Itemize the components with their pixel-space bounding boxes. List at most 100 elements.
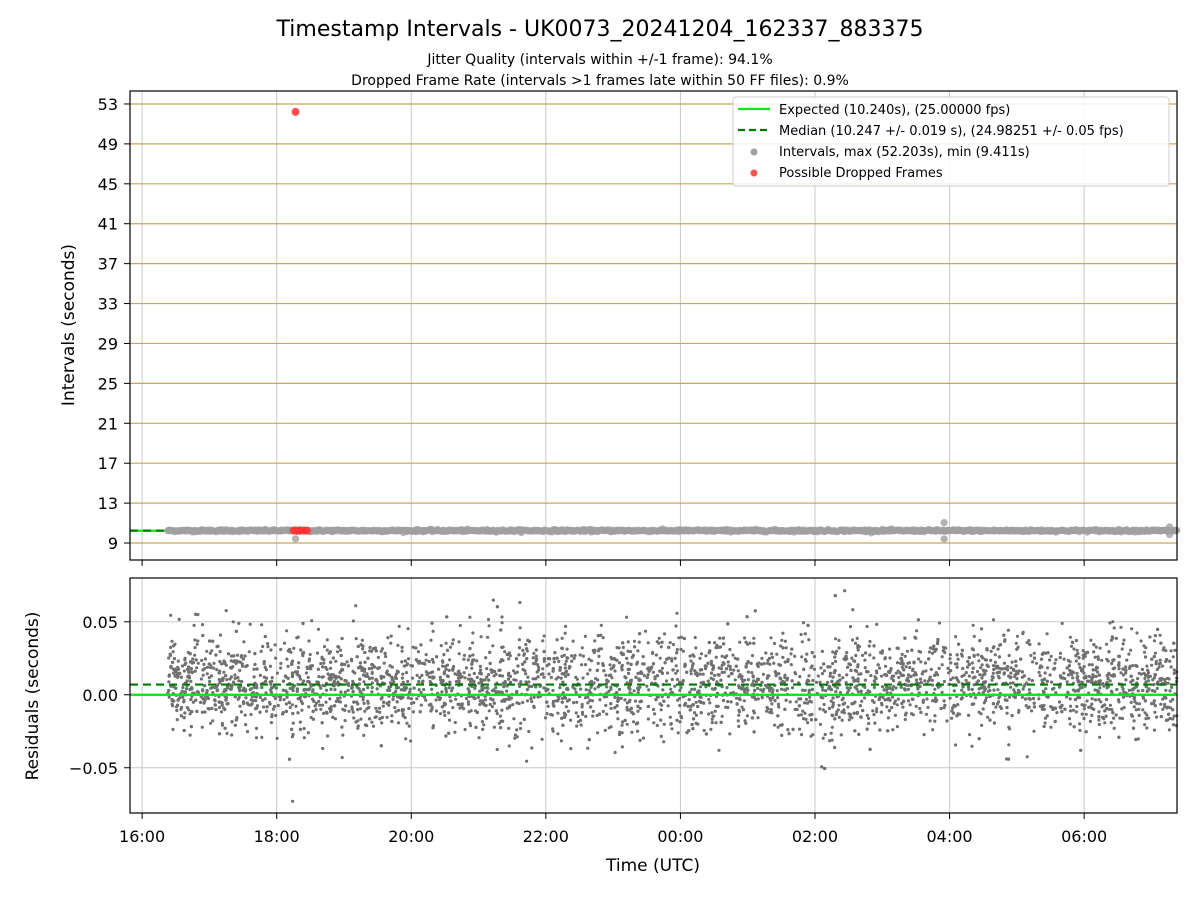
residual-point bbox=[370, 686, 374, 690]
residual-point bbox=[885, 705, 889, 709]
residual-point bbox=[1075, 671, 1079, 675]
residual-point bbox=[491, 644, 495, 648]
residual-point bbox=[718, 636, 722, 640]
residual-point bbox=[269, 648, 273, 652]
residual-point bbox=[218, 650, 222, 654]
residual-point bbox=[209, 666, 213, 670]
residual-point bbox=[746, 670, 750, 674]
residual-point bbox=[417, 688, 421, 692]
residual-point bbox=[753, 688, 757, 693]
residual-point bbox=[468, 680, 473, 684]
residual-point bbox=[566, 687, 570, 692]
residual-point bbox=[404, 671, 409, 675]
residual-point bbox=[265, 676, 269, 680]
residual-point bbox=[1130, 627, 1134, 631]
residual-point bbox=[863, 678, 868, 682]
residual-point bbox=[279, 647, 283, 652]
residual-point bbox=[734, 696, 739, 700]
residual-point bbox=[566, 709, 571, 713]
residual-point bbox=[934, 647, 938, 652]
residual-point bbox=[954, 743, 958, 747]
residual-point bbox=[254, 736, 259, 740]
residual-point bbox=[712, 673, 717, 678]
residual-point bbox=[993, 653, 997, 657]
residual-point bbox=[469, 677, 473, 681]
residual-point bbox=[274, 713, 278, 718]
residual-point bbox=[1091, 673, 1095, 677]
residual-point bbox=[525, 649, 529, 653]
residual-point bbox=[581, 676, 585, 680]
residual-point bbox=[483, 698, 487, 702]
residual-point bbox=[266, 642, 270, 646]
residual-point bbox=[379, 697, 383, 701]
residual-point bbox=[416, 650, 420, 654]
residual-point bbox=[361, 647, 365, 651]
residual-point bbox=[346, 688, 350, 693]
residual-point bbox=[241, 700, 246, 704]
residual-point bbox=[880, 685, 885, 689]
residual-point bbox=[807, 674, 811, 678]
residual-point bbox=[837, 638, 841, 643]
residual-point bbox=[872, 656, 876, 660]
legend-box bbox=[732, 96, 1170, 187]
residual-point bbox=[659, 734, 663, 739]
residual-point bbox=[683, 703, 687, 707]
residual-point bbox=[806, 721, 810, 725]
residual-point bbox=[1062, 657, 1066, 661]
residual-point bbox=[191, 657, 195, 661]
residual-point bbox=[302, 736, 306, 740]
residual-point bbox=[447, 686, 451, 690]
interval-outlier-point-0 bbox=[291, 535, 300, 543]
residual-point bbox=[707, 697, 711, 702]
residual-point bbox=[579, 687, 583, 691]
residual-point bbox=[745, 714, 750, 718]
residual-point bbox=[583, 634, 588, 639]
residual-point bbox=[1027, 688, 1031, 692]
residual-point bbox=[837, 646, 841, 650]
residual-point bbox=[896, 697, 900, 701]
residual-point bbox=[288, 705, 292, 710]
residual-point bbox=[756, 686, 760, 691]
residual-point bbox=[491, 598, 495, 602]
residual-point bbox=[632, 720, 636, 724]
residual-point bbox=[351, 619, 355, 623]
residual-point bbox=[692, 654, 696, 658]
residual-point bbox=[189, 679, 193, 684]
residual-point bbox=[764, 651, 768, 655]
residual-point bbox=[1117, 700, 1121, 704]
residual-point bbox=[513, 736, 517, 740]
residual-point bbox=[781, 631, 785, 635]
residual-point bbox=[208, 679, 212, 684]
residual-point bbox=[674, 671, 678, 675]
residual-point bbox=[689, 659, 693, 663]
residual-point bbox=[737, 713, 741, 717]
residual-point bbox=[730, 672, 734, 676]
residual-point bbox=[927, 650, 932, 654]
residual-point bbox=[285, 657, 289, 661]
residual-point bbox=[191, 700, 195, 704]
residual-point bbox=[580, 705, 584, 709]
residual-point bbox=[463, 676, 467, 680]
residual-point bbox=[780, 687, 784, 691]
residual-point bbox=[471, 631, 475, 635]
residual-point bbox=[688, 708, 692, 712]
residual-point bbox=[457, 652, 461, 656]
residual-point bbox=[298, 720, 302, 724]
residual-point bbox=[975, 669, 980, 674]
residual-point bbox=[258, 673, 262, 678]
residual-point bbox=[1136, 689, 1140, 693]
intervals-y-axis-label: Intervals (seconds) bbox=[59, 244, 79, 406]
residual-point bbox=[777, 705, 781, 709]
residual-point bbox=[371, 724, 376, 728]
residual-point bbox=[900, 652, 904, 657]
residual-point bbox=[867, 721, 871, 726]
residual-point bbox=[845, 651, 849, 655]
residual-point bbox=[913, 635, 917, 639]
residual-point bbox=[547, 672, 551, 676]
residual-point bbox=[933, 719, 937, 723]
residual-point bbox=[1069, 704, 1073, 708]
residual-point bbox=[225, 678, 229, 682]
residual-point bbox=[1037, 642, 1041, 646]
residual-point bbox=[896, 646, 900, 650]
residual-point bbox=[447, 668, 451, 673]
